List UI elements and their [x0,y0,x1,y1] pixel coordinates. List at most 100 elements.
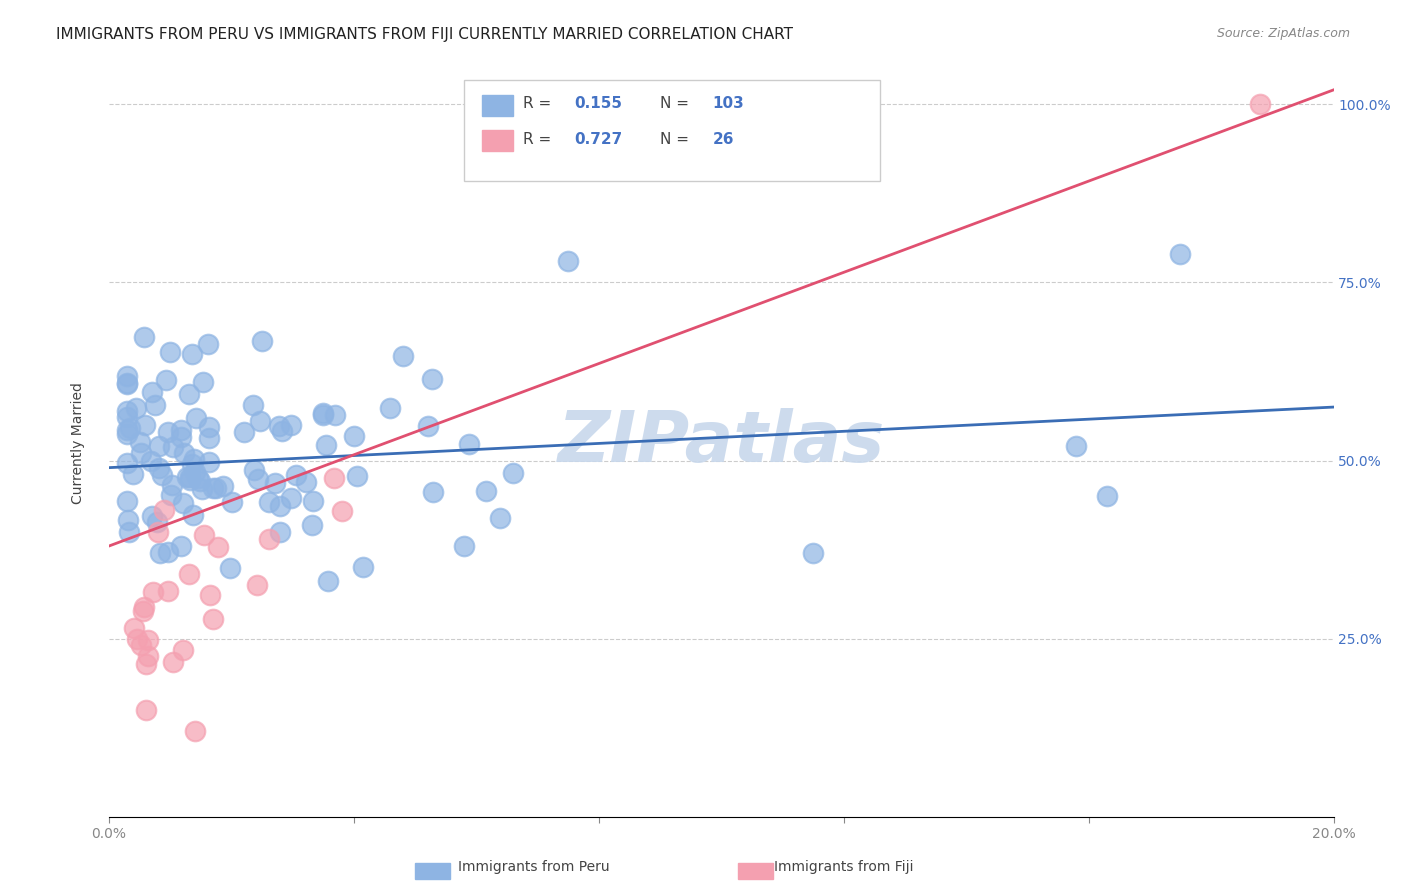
Text: Source: ZipAtlas.com: Source: ZipAtlas.com [1216,27,1350,40]
Point [180,346,202,360]
Point [316,574,339,589]
Text: 0.155: 0.155 [574,96,623,112]
Point [136,633,159,648]
Text: ZIPatlas: ZIPatlas [558,409,884,477]
Text: 26: 26 [713,132,734,147]
Point [378,401,401,416]
Point [181,508,204,522]
Point [488,510,510,524]
Point [197,337,219,351]
FancyBboxPatch shape [464,79,880,181]
Point [172,643,194,657]
Point [179,567,201,582]
Point [416,419,439,434]
Point [150,468,173,483]
Text: N =: N = [659,132,693,147]
Point [157,425,180,439]
Point [458,436,481,450]
Point [134,599,156,614]
Point [115,410,138,425]
Point [323,471,346,485]
Text: Immigrants from Fiji: Immigrants from Fiji [773,860,914,874]
Point [312,406,335,420]
Point [257,533,280,547]
Point [162,655,184,669]
Point [392,349,415,363]
Point [202,481,225,495]
Point [115,493,138,508]
Point [118,525,141,540]
Point [315,438,337,452]
Text: N =: N = [659,96,693,112]
Point [295,475,318,489]
Point [117,513,139,527]
Point [134,418,156,433]
Point [197,419,219,434]
Point [142,585,165,599]
Point [141,384,163,399]
Point [801,546,824,560]
Point [343,429,366,443]
Point [453,539,475,553]
Point [146,515,169,529]
FancyBboxPatch shape [482,95,513,116]
Point [312,408,335,422]
Point [420,372,443,386]
Point [124,401,146,415]
Point [475,484,498,499]
Point [115,423,138,437]
Point [269,524,291,539]
Point [115,368,138,383]
Point [169,423,191,437]
Point [193,527,215,541]
Point [115,456,138,470]
Text: R =: R = [523,132,555,147]
Point [181,457,204,471]
Point [129,446,152,460]
Point [242,463,264,477]
Point [162,440,184,454]
Point [135,703,157,717]
Point [153,503,176,517]
Point [129,639,152,653]
FancyBboxPatch shape [482,130,513,151]
Point [115,376,138,391]
Point [502,467,524,481]
Point [132,330,155,344]
Point [143,398,166,412]
Point [1066,439,1088,453]
Point [156,583,179,598]
Point [205,482,228,496]
Point [332,504,354,518]
Point [136,649,159,664]
Point [1095,489,1118,503]
Point [250,334,273,348]
Point [191,375,214,389]
Point [246,472,269,486]
Point [1170,247,1192,261]
Point [249,414,271,428]
Point [170,429,193,443]
Point [301,517,323,532]
Point [122,467,145,481]
Point [218,561,240,575]
Point [148,461,170,475]
Point [212,479,235,493]
Point [221,494,243,508]
Point [159,344,181,359]
Point [132,604,155,618]
Point [346,468,368,483]
Point [128,434,150,449]
Point [141,508,163,523]
Point [179,473,201,487]
Point [242,399,264,413]
Point [183,724,205,739]
Point [267,419,290,434]
Point [280,491,302,506]
Point [115,427,138,442]
Point [284,468,307,483]
Point [207,541,229,555]
Text: R =: R = [523,96,555,112]
Point [149,546,172,560]
Text: Immigrants from Peru: Immigrants from Peru [458,860,610,874]
